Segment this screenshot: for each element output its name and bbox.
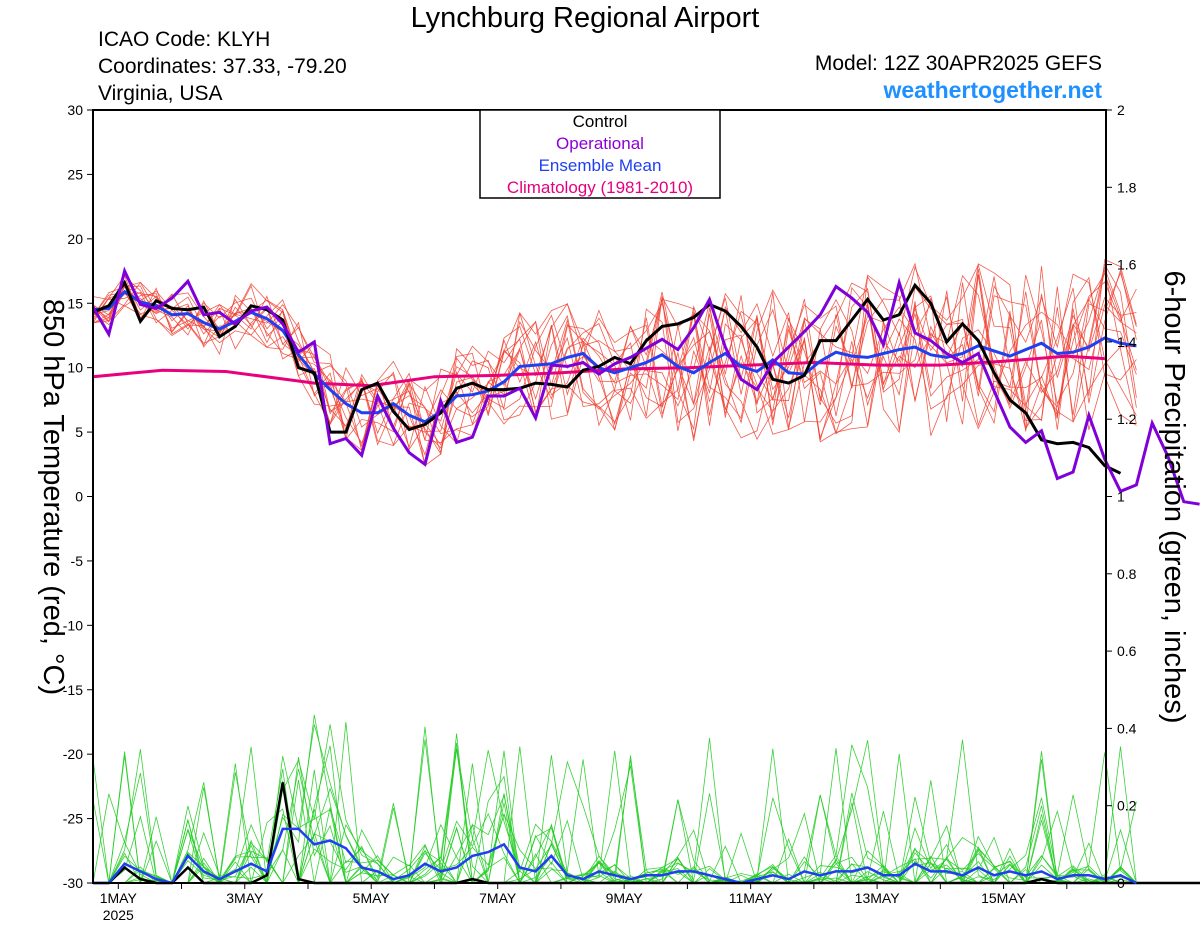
y-tick-label: -15 <box>63 682 83 698</box>
x-tick-label: 1MAY <box>100 890 138 906</box>
x-tick-label: 11MAY <box>729 890 773 906</box>
precipitation-mean-line <box>93 827 1137 885</box>
y2-tick-label: 0.8 <box>1117 566 1137 582</box>
precipitation-member-line <box>93 737 1137 885</box>
temperature-member-line <box>92 263 1137 451</box>
y-tick-label: -20 <box>63 746 83 762</box>
temperature-member-line <box>92 274 1137 454</box>
ensemble-mean-line <box>92 289 1137 424</box>
precipitation-member-line <box>92 740 1137 885</box>
operational-line <box>91 266 1200 506</box>
legend: Control Operational Ensemble Mean Climatolo… <box>479 109 721 199</box>
temperature-member-line <box>92 281 1137 449</box>
coordinates: Coordinates: 37.33, -79.20 <box>98 55 347 78</box>
precipitation-member-line <box>93 746 1137 885</box>
region: Virginia, USA <box>98 82 223 105</box>
y-axis-label: 850 hPa Temperature (red, °C) <box>37 299 69 695</box>
x-tick-label: 13MAY <box>855 890 901 906</box>
x-tick-label: 3MAY <box>226 890 264 906</box>
precipitation-member-line <box>93 721 1137 884</box>
y2-tick-label: 1.6 <box>1117 257 1137 273</box>
x-tick-sublabel: 2025 <box>103 907 134 923</box>
site-link[interactable]: weathertogether.net <box>883 77 1102 103</box>
y-tick-label: -25 <box>63 811 83 827</box>
temperature-member-line <box>92 268 1137 446</box>
precipitation-members <box>92 714 1137 885</box>
precipitation-member-line <box>93 742 1137 885</box>
y-tick-label: 20 <box>67 231 83 247</box>
y2-axis-label: 6-hour Precipitation (green, inches) <box>1158 271 1190 724</box>
y-tick-label: 15 <box>67 295 83 311</box>
x-tick-label: 7MAY <box>479 890 517 906</box>
legend-entry: Operational <box>556 134 644 153</box>
axes: 302520151050-5-10-15-20-25-3021.81.61.41… <box>63 102 1137 923</box>
temperature-member-line <box>92 263 1137 452</box>
y2-tick-label: 2 <box>1117 102 1125 118</box>
icao-code: ICAO Code: KLYH <box>98 28 271 51</box>
precipitation-member-line <box>93 724 1137 885</box>
precipitation-member-line <box>92 750 1137 885</box>
y2-tick-label: 0.4 <box>1117 720 1137 736</box>
precipitation-member-line <box>93 748 1137 884</box>
y2-tick-label: 1.2 <box>1117 411 1137 427</box>
y2-tick-label: 0.2 <box>1117 798 1137 814</box>
legend-entry: Ensemble Mean <box>539 156 662 175</box>
y2-tick-label: 1.4 <box>1117 334 1137 350</box>
precipitation-member-line <box>93 748 1137 885</box>
precipitation-member-line <box>93 714 1137 884</box>
temperature-member-line <box>92 276 1137 451</box>
y-tick-label: -10 <box>63 617 83 633</box>
chart-title: Lynchburg Regional Airport <box>410 2 760 34</box>
y2-tick-label: 0 <box>1117 875 1125 891</box>
legend-box <box>479 109 721 199</box>
temperature-member-line <box>92 271 1137 435</box>
y-tick-label: 5 <box>75 424 83 440</box>
y-tick-label: 0 <box>75 489 83 505</box>
main-series <box>91 266 1200 885</box>
precipitation-member-line <box>93 726 1137 884</box>
precipitation-member-line <box>93 724 1137 885</box>
x-tick-label: 9MAY <box>606 890 644 906</box>
plot-frame <box>92 109 1107 884</box>
x-tick-label: 5MAY <box>353 890 391 906</box>
x-tick-label: 15MAY <box>981 890 1027 906</box>
y2-tick-label: 1.8 <box>1117 179 1137 195</box>
y-tick-label: 10 <box>67 360 83 376</box>
y2-tick-label: 0.6 <box>1117 643 1137 659</box>
legend-entry: Climatology (1981-2010) <box>507 178 693 197</box>
precipitation-member-line <box>93 749 1137 884</box>
y-tick-label: -30 <box>63 875 83 891</box>
model-run: Model: 12Z 30APR2025 GEFS <box>814 52 1102 75</box>
legend-entry: Control <box>573 112 628 131</box>
y2-tick-label: 1 <box>1117 489 1125 505</box>
y-tick-label: 25 <box>67 166 83 182</box>
temperature-member-line <box>92 273 1137 456</box>
y-tick-label: 30 <box>67 102 83 118</box>
y-tick-label: -5 <box>71 553 84 569</box>
